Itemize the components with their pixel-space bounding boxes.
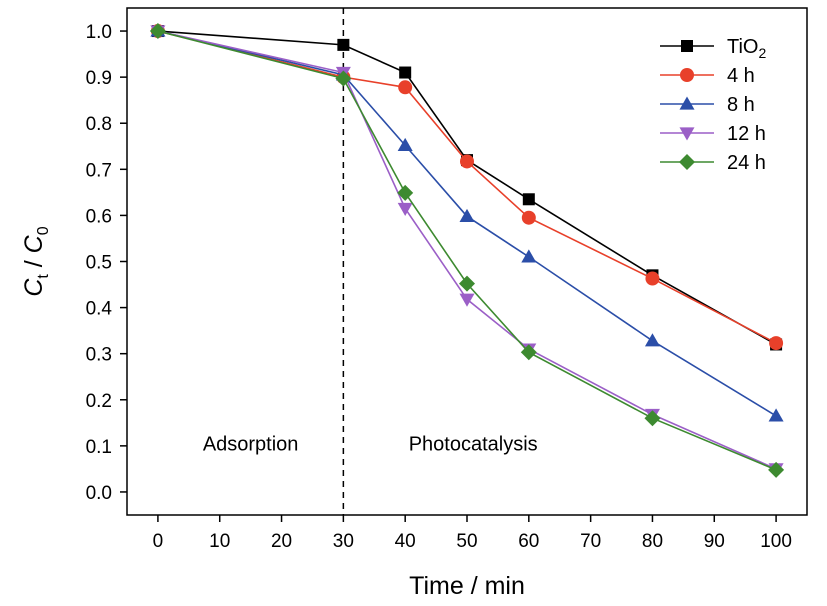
data-point: [459, 293, 475, 307]
legend-label: 4 h: [727, 65, 755, 87]
legend-entry-1: 4 h: [660, 65, 755, 87]
x-tick-label: 20: [271, 531, 292, 552]
legend-label-main: TiO: [727, 36, 758, 58]
legend-label: 8 h: [727, 94, 755, 116]
x-tick-label: 0: [153, 531, 164, 552]
data-point: [399, 66, 412, 79]
y-tick-label: 0.3: [86, 345, 112, 366]
region-label: Photocatalysis: [409, 433, 538, 455]
data-point: [769, 336, 784, 351]
legend-marker: [679, 96, 695, 110]
data-point: [398, 80, 413, 95]
series-2: [150, 23, 784, 422]
x-tick-label: 40: [395, 531, 416, 552]
data-point: [397, 137, 413, 151]
x-axis-title: Time / min: [409, 572, 525, 600]
legend-label-sub: 2: [758, 45, 766, 61]
data-point: [644, 410, 661, 427]
y-tick-label: 1.0: [86, 22, 112, 43]
y-tick-label: 0.9: [86, 68, 112, 89]
annotations: Adsorption Photocatalysis: [203, 433, 538, 455]
series-4: [149, 23, 785, 478]
legend-entry-0: TiO2: [660, 36, 766, 61]
y-tick-label: 0.6: [86, 206, 112, 227]
data-point: [459, 275, 475, 292]
data-point: [522, 193, 535, 206]
legend-marker: [681, 40, 693, 52]
data-point: [521, 210, 536, 225]
x-tick-label: 10: [209, 531, 230, 552]
axes: 0 10 20 30 40 50 60 70 80 90 1000.00.10.20.30.40.5…: [20, 22, 792, 600]
data-point: [768, 408, 784, 422]
legend-label: TiO2: [727, 36, 766, 61]
data-point: [335, 70, 352, 87]
y-tick-label: 0.5: [86, 253, 112, 274]
series-group: [149, 23, 785, 478]
series-line: [157, 30, 777, 417]
legend-entry-3: 12 h: [660, 123, 766, 145]
data-point: [645, 271, 660, 286]
data-point: [644, 333, 660, 347]
x-tick-label: 60: [518, 531, 539, 552]
x-tick-label: 30: [333, 531, 354, 552]
data-point: [397, 184, 414, 201]
x-tick-label: 70: [580, 531, 601, 552]
y-axis-title-sub-2: 0: [35, 226, 52, 235]
y-tick-label: 0.1: [86, 437, 112, 458]
data-point: [521, 249, 537, 263]
data-point: [459, 208, 475, 222]
legend-marker: [680, 68, 694, 82]
series-line: [157, 30, 777, 471]
y-tick-label: 0.0: [86, 483, 112, 504]
legend-entry-4: 24 h: [660, 152, 766, 174]
y-axis-title-main-1: C: [20, 278, 48, 297]
x-tick-label: 80: [642, 531, 663, 552]
data-point: [460, 154, 474, 169]
legend-marker: [679, 127, 695, 141]
y-tick-label: 0.4: [86, 299, 113, 320]
y-tick-label: 0.2: [86, 391, 112, 412]
legend-entry-2: 8 h: [660, 94, 755, 116]
x-tick-label: 90: [704, 531, 725, 552]
x-tick-label: 100: [760, 531, 792, 552]
data-point: [337, 38, 350, 51]
data-point: [768, 461, 785, 478]
y-axis-title-sub-1: t: [35, 274, 52, 279]
legend-label: 24 h: [727, 152, 766, 174]
data-point: [520, 344, 537, 361]
legend-label: 12 h: [727, 123, 766, 145]
series-line: [157, 30, 777, 470]
y-axis-title-main-2: C: [20, 234, 48, 253]
x-tick-label: 50: [456, 531, 477, 552]
legend-marker: [679, 154, 695, 170]
y-tick-label: 0.7: [86, 160, 112, 181]
y-tick-label: 0.8: [86, 114, 112, 135]
series-3: [150, 25, 784, 477]
y-axis-title-separator: /: [20, 253, 48, 274]
region-label: Adsorption: [203, 433, 299, 455]
data-point: [149, 23, 166, 40]
y-axis-title: Ct / C0: [20, 226, 52, 296]
data-point: [397, 202, 413, 216]
